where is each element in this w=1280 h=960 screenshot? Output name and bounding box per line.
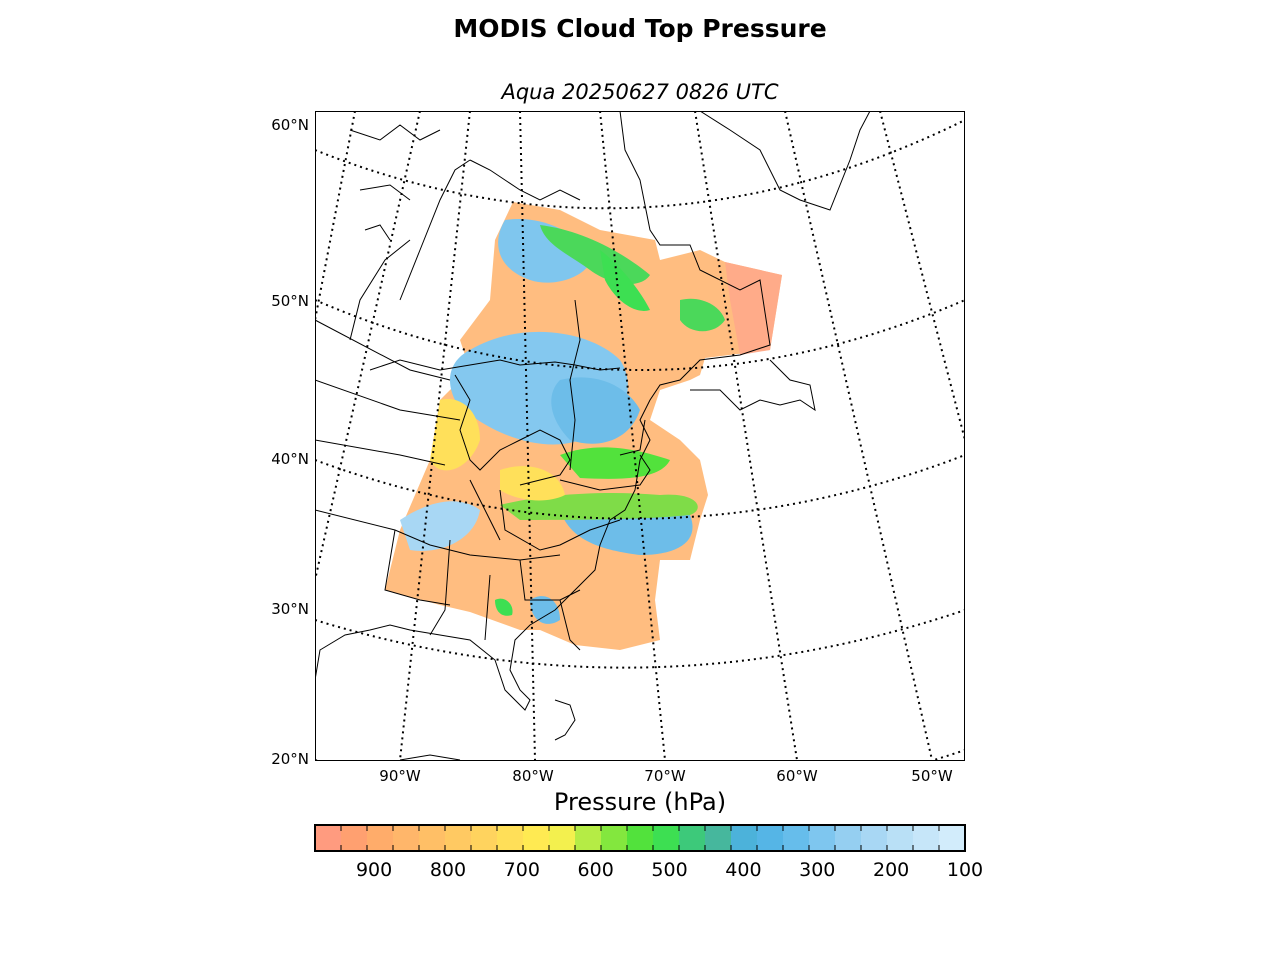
cloud-pressure-swath — [385, 202, 782, 650]
chart-title: MODIS Cloud Top Pressure — [453, 14, 827, 43]
colorbar-swatch — [575, 825, 602, 851]
colorbar-swatch — [419, 825, 446, 851]
lat-label: 60°N — [271, 116, 309, 134]
colorbar-swatch — [315, 825, 342, 851]
map-panel — [315, 111, 965, 761]
colorbar-swatch — [341, 825, 368, 851]
colorbar-tick-label: 600 — [578, 859, 614, 881]
lon-label: 60°W — [776, 767, 818, 785]
colorbar-swatch — [731, 825, 758, 851]
colorbar-swatch — [809, 825, 836, 851]
colorbar-swatch — [913, 825, 940, 851]
colorbar-swatch — [627, 825, 654, 851]
colorbar-swatch — [705, 825, 732, 851]
colorbar-swatch — [497, 825, 524, 851]
colorbar-tick-label: 800 — [430, 859, 466, 881]
coastlines-borders — [315, 111, 871, 761]
colorbar-ticks: 900 800 700 600 500 400 300 200 100 — [340, 825, 983, 881]
lat-label: 40°N — [271, 450, 309, 468]
colorbar-swatch — [367, 825, 394, 851]
colorbar-frame — [314, 824, 966, 852]
lat-label: 30°N — [271, 600, 309, 618]
colorbar-swatch — [445, 825, 472, 851]
colorbar-tick-label: 900 — [356, 859, 392, 881]
colorbar-swatch — [471, 825, 498, 851]
colorbar-swatch — [679, 825, 706, 851]
colorbar-swatch — [835, 825, 862, 851]
graticule — [315, 111, 965, 761]
colorbar-tick-label: 700 — [504, 859, 540, 881]
lon-label: 90°W — [379, 767, 421, 785]
colorbar-title: Pressure (hPa) — [554, 788, 726, 816]
chart-subtitle: Aqua 20250627 0826 UTC — [501, 80, 779, 104]
colorbar-tick-label: 400 — [725, 859, 761, 881]
colorbar-tick-label: 100 — [947, 859, 983, 881]
colorbar-tick-label: 500 — [651, 859, 687, 881]
colorbar-swatch — [601, 825, 628, 851]
colorbar-swatch — [939, 825, 966, 851]
colorbar-swatch — [549, 825, 576, 851]
lat-label: 20°N — [271, 750, 309, 768]
colorbar-tick-label: 200 — [873, 859, 909, 881]
colorbar-tick-label: 300 — [799, 859, 835, 881]
colorbar-swatch — [783, 825, 810, 851]
colorbar-swatch — [653, 825, 680, 851]
lon-label: 80°W — [512, 767, 554, 785]
colorbar-swatch — [523, 825, 550, 851]
longitude-labels: 90°W 80°W 70°W 60°W 50°W — [379, 767, 953, 785]
colorbar-swatch — [861, 825, 888, 851]
latitude-labels: 60°N 50°N 40°N 30°N 20°N — [271, 116, 309, 768]
colorbar-swatch — [757, 825, 784, 851]
lat-label: 50°N — [271, 292, 309, 310]
lon-label: 50°W — [911, 767, 953, 785]
colorbar-swatch — [393, 825, 420, 851]
colorbar-swatch — [887, 825, 914, 851]
colorbar — [315, 825, 966, 851]
lon-label: 70°W — [644, 767, 686, 785]
